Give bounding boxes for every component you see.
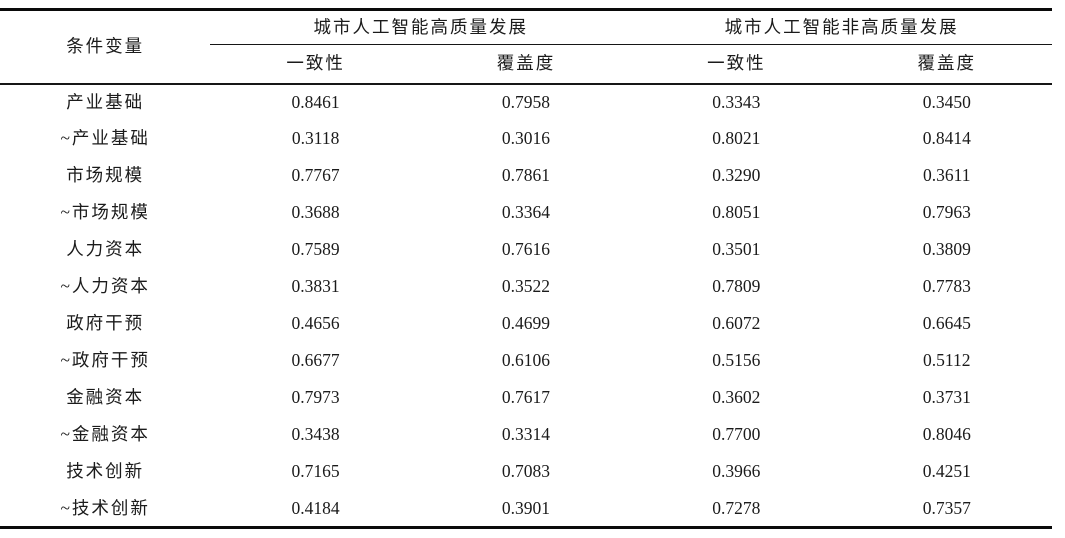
cell-value: 0.5156 xyxy=(712,350,761,371)
cell-value: 0.5112 xyxy=(923,350,971,371)
cell-value: 0.6072 xyxy=(712,313,761,334)
cell-value: 0.7357 xyxy=(922,497,971,518)
row-label: ~人力资本 xyxy=(60,276,150,297)
cell-value: 0.7616 xyxy=(501,239,551,260)
cell-value: 0.7589 xyxy=(291,239,340,260)
cell-value: 0.3831 xyxy=(291,276,340,297)
cell-value: 0.3118 xyxy=(291,128,340,149)
cell-value: 0.7861 xyxy=(501,165,551,186)
cell-value: 0.6677 xyxy=(291,350,340,371)
cell-value: 0.3314 xyxy=(501,424,551,445)
cell-value: 0.3016 xyxy=(501,128,551,149)
cell-value: 0.7617 xyxy=(501,387,551,408)
table-row: ~产业基础 0.3118 0.3016 0.8021 0.8414 xyxy=(0,121,1052,158)
cell-value: 0.8021 xyxy=(712,128,761,149)
cell-value: 0.7783 xyxy=(922,276,971,297)
subheader-coverage-2: 覆盖度 xyxy=(841,44,1052,85)
cell-value: 0.3343 xyxy=(712,91,761,112)
cell-value: 0.3966 xyxy=(712,461,761,482)
cell-value: 0.3731 xyxy=(922,387,971,408)
cell-value: 0.7973 xyxy=(291,387,340,408)
cell-value: 0.4184 xyxy=(291,497,340,518)
table-row: 金融资本 0.7973 0.7617 0.3602 0.3731 xyxy=(0,380,1052,417)
row-label: 技术创新 xyxy=(66,461,145,482)
table-row: 产业基础 0.8461 0.7958 0.3343 0.3450 xyxy=(0,84,1052,121)
cell-value: 0.3364 xyxy=(501,202,551,223)
cell-value: 0.4656 xyxy=(291,313,340,334)
cell-value: 0.3290 xyxy=(712,165,761,186)
qca-necessity-table: 条件变量 城市人工智能高质量发展 城市人工智能非高质量发展 一致性 覆盖度 一致… xyxy=(0,8,1052,529)
cell-value: 0.3438 xyxy=(291,424,340,445)
cell-value: 0.6645 xyxy=(922,313,971,334)
cell-value: 0.3611 xyxy=(923,165,971,186)
cell-value: 0.7083 xyxy=(501,461,551,482)
row-label: ~金融资本 xyxy=(60,424,150,445)
table-row: ~技术创新 0.4184 0.3901 0.7278 0.7357 xyxy=(0,491,1052,528)
subheader-consistency-2: 一致性 xyxy=(631,44,842,85)
row-label: ~产业基础 xyxy=(60,128,150,149)
subheader-row: 一致性 覆盖度 一致性 覆盖度 xyxy=(0,44,1052,85)
table-row: ~政府干预 0.6677 0.6106 0.5156 0.5112 xyxy=(0,343,1052,380)
subheader-coverage-1: 覆盖度 xyxy=(420,44,632,85)
subheader-consistency-1: 一致性 xyxy=(210,44,421,85)
cell-value: 0.7958 xyxy=(501,91,551,112)
cell-value: 0.3809 xyxy=(922,239,971,260)
table-row: 人力资本 0.7589 0.7616 0.3501 0.3809 xyxy=(0,232,1052,269)
column-header-condition-variable: 条件变量 xyxy=(0,9,211,85)
cell-value: 0.8051 xyxy=(712,202,761,223)
table-row: 市场规模 0.7767 0.7861 0.3290 0.3611 xyxy=(0,158,1052,195)
cell-value: 0.7700 xyxy=(712,424,761,445)
cell-value: 0.8046 xyxy=(922,424,971,445)
row-label: 市场规模 xyxy=(66,165,145,186)
cell-value: 0.3688 xyxy=(291,202,340,223)
row-label: 金融资本 xyxy=(66,387,145,408)
table-row: ~人力资本 0.3831 0.3522 0.7809 0.7783 xyxy=(0,269,1052,306)
row-label: 政府干预 xyxy=(66,313,145,334)
cell-value: 0.8414 xyxy=(922,128,971,149)
cell-value: 0.3450 xyxy=(922,91,971,112)
cell-value: 0.7809 xyxy=(712,276,761,297)
cell-value: 0.3901 xyxy=(501,497,551,518)
cell-value: 0.4251 xyxy=(922,461,971,482)
row-label: ~技术创新 xyxy=(60,497,150,518)
cell-value: 0.3522 xyxy=(501,276,551,297)
row-label: ~政府干预 xyxy=(60,350,150,371)
table-row: ~市场规模 0.3688 0.3364 0.8051 0.7963 xyxy=(0,195,1052,232)
row-label: 产业基础 xyxy=(66,91,145,112)
table-row: 技术创新 0.7165 0.7083 0.3966 0.4251 xyxy=(0,454,1052,491)
group-header-high-quality-development: 城市人工智能高质量发展 xyxy=(210,9,632,45)
table-row: 政府干预 0.4656 0.4699 0.6072 0.6645 xyxy=(0,306,1052,343)
cell-value: 0.3501 xyxy=(712,239,761,260)
cell-value: 0.7278 xyxy=(712,497,761,518)
cell-value: 0.7165 xyxy=(291,461,340,482)
cell-value: 0.3602 xyxy=(712,387,761,408)
cell-value: 0.4699 xyxy=(501,313,551,334)
cell-value: 0.7767 xyxy=(291,165,340,186)
row-label: ~市场规模 xyxy=(60,202,150,223)
group-header-row: 条件变量 城市人工智能高质量发展 城市人工智能非高质量发展 xyxy=(0,9,1052,85)
table-row: ~金融资本 0.3438 0.3314 0.7700 0.8046 xyxy=(0,417,1052,454)
group-header-non-high-quality-development: 城市人工智能非高质量发展 xyxy=(631,9,1052,45)
cell-value: 0.8461 xyxy=(291,91,340,112)
cell-value: 0.7963 xyxy=(922,202,971,223)
cell-value: 0.6106 xyxy=(501,350,551,371)
row-label: 人力资本 xyxy=(66,239,145,260)
